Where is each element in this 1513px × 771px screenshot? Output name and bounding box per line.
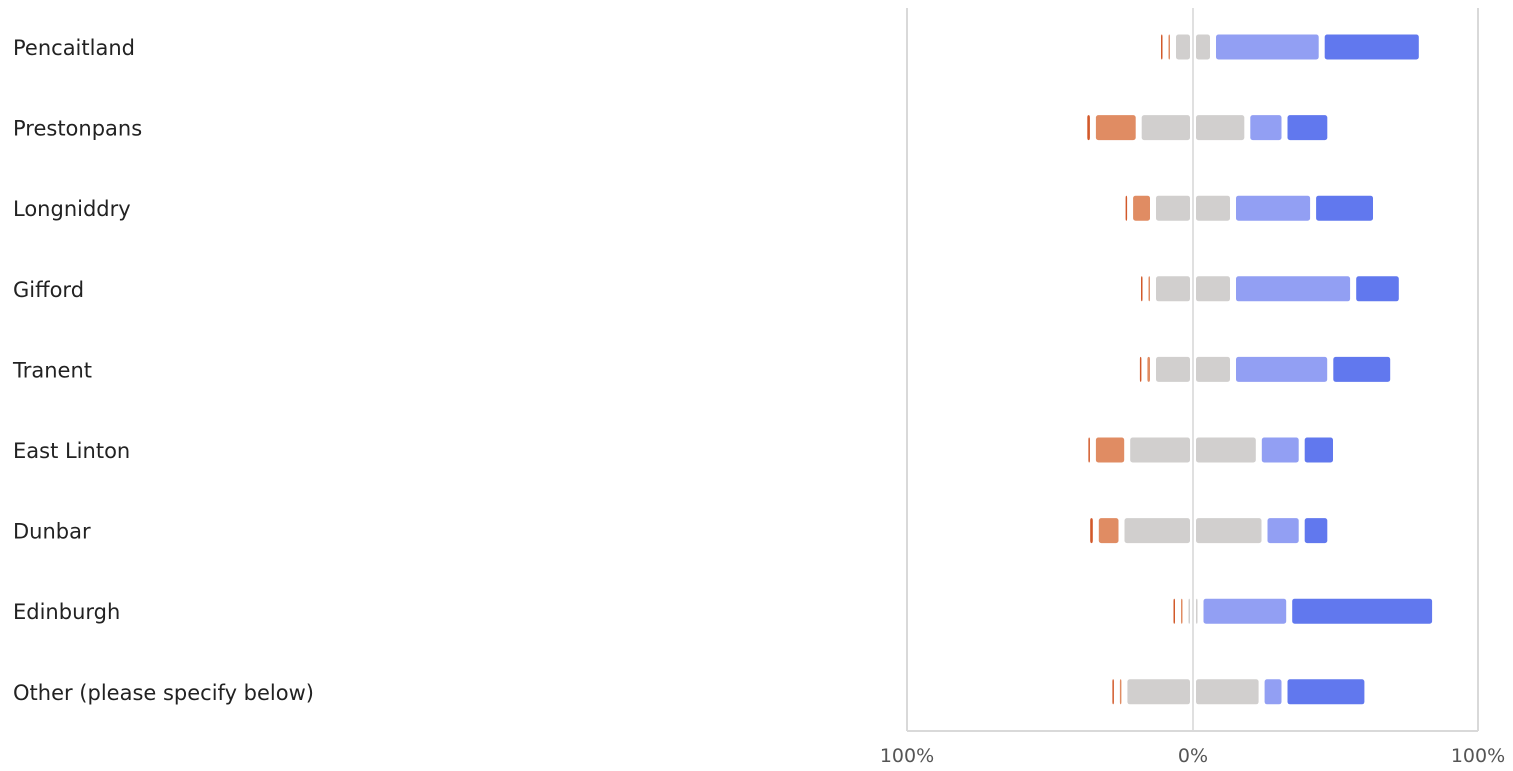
- bar-segment-s2: [1168, 34, 1170, 60]
- bar-segment-s1: [1088, 437, 1090, 463]
- bar-segment-s6: [1292, 598, 1433, 624]
- bar-segment-s2: [1181, 598, 1183, 624]
- row-label: East Linton: [13, 439, 130, 463]
- bar-segment-s4: [1196, 276, 1230, 302]
- tick-labels: 100% 0% 100%: [880, 745, 1505, 767]
- bar-segment-s2: [1119, 679, 1122, 705]
- bar-segment-s5: [1264, 679, 1282, 705]
- bar-segment-s4: [1196, 518, 1262, 544]
- bar-segment-s4: [1196, 195, 1230, 221]
- row-label: Tranent: [12, 358, 92, 382]
- bar-segment-s5: [1236, 356, 1328, 382]
- bar-segment-s4: [1196, 598, 1198, 624]
- tick-label: 0%: [1178, 745, 1208, 767]
- row-label: Pencaitland: [13, 36, 135, 60]
- row-label: Longniddry: [13, 197, 131, 221]
- bar-segment-s3: [1156, 276, 1190, 302]
- bar-segment-s2: [1148, 276, 1150, 302]
- row-label: Gifford: [13, 278, 84, 302]
- tick-label: 100%: [880, 745, 934, 767]
- row-label: Other (please specify below): [13, 681, 314, 705]
- bar-segment-s1: [1141, 276, 1143, 302]
- bar-segment-s3: [1156, 195, 1190, 221]
- bar-segment-s2: [1147, 356, 1150, 382]
- bar-segment-s3: [1124, 518, 1190, 544]
- bar-segment-s6: [1304, 518, 1328, 544]
- bar-segment-s4: [1196, 115, 1245, 141]
- bar-segment-s5: [1203, 598, 1287, 624]
- bar-segment-s1: [1087, 115, 1090, 141]
- bar-segment-s4: [1196, 34, 1210, 60]
- bar-segment-s1: [1173, 598, 1175, 624]
- bar-segment-s3: [1127, 679, 1190, 705]
- bar-segment-s5: [1236, 195, 1311, 221]
- bar-segment-s3: [1130, 437, 1190, 463]
- bar-segment-s2: [1133, 195, 1150, 221]
- bar-segment-s6: [1287, 115, 1328, 141]
- bar-segment-s3: [1176, 34, 1190, 60]
- bar-segment-s3: [1141, 115, 1190, 141]
- bar-segment-s1: [1090, 518, 1093, 544]
- bar-segment-s3: [1156, 356, 1190, 382]
- bar-segment-s2: [1095, 437, 1125, 463]
- bar-segment-s6: [1304, 437, 1333, 463]
- bar-segment-s4: [1196, 437, 1256, 463]
- bar-segment-s2: [1095, 115, 1136, 141]
- chart-bars: [1087, 34, 1433, 705]
- bar-segment-s5: [1236, 276, 1351, 302]
- bar-segment-s5: [1216, 34, 1319, 60]
- bar-segment-s1: [1112, 679, 1114, 705]
- bar-segment-s4: [1196, 356, 1230, 382]
- chart-axes: [906, 8, 1479, 732]
- row-label: Prestonpans: [13, 117, 142, 141]
- bar-segment-s5: [1250, 115, 1282, 141]
- bar-segment-s3: [1188, 598, 1190, 624]
- row-label: Edinburgh: [13, 600, 120, 624]
- bar-segment-s1: [1161, 34, 1163, 60]
- bar-segment-s4: [1196, 679, 1259, 705]
- row-label: Dunbar: [13, 520, 91, 544]
- bar-segment-s2: [1098, 518, 1119, 544]
- bar-segment-s6: [1316, 195, 1373, 221]
- bar-segment-s6: [1356, 276, 1399, 302]
- bar-segment-s6: [1324, 34, 1419, 60]
- bar-segment-s6: [1287, 679, 1365, 705]
- bar-segment-s5: [1261, 437, 1299, 463]
- row-labels: Pencaitland Prestonpans Longniddry Gifford T…: [12, 36, 314, 705]
- bar-segment-s1: [1125, 195, 1128, 221]
- bar-segment-s5: [1267, 518, 1299, 544]
- tick-label: 100%: [1451, 745, 1505, 767]
- bar-segment-s1: [1139, 356, 1142, 382]
- bar-segment-s6: [1333, 356, 1391, 382]
